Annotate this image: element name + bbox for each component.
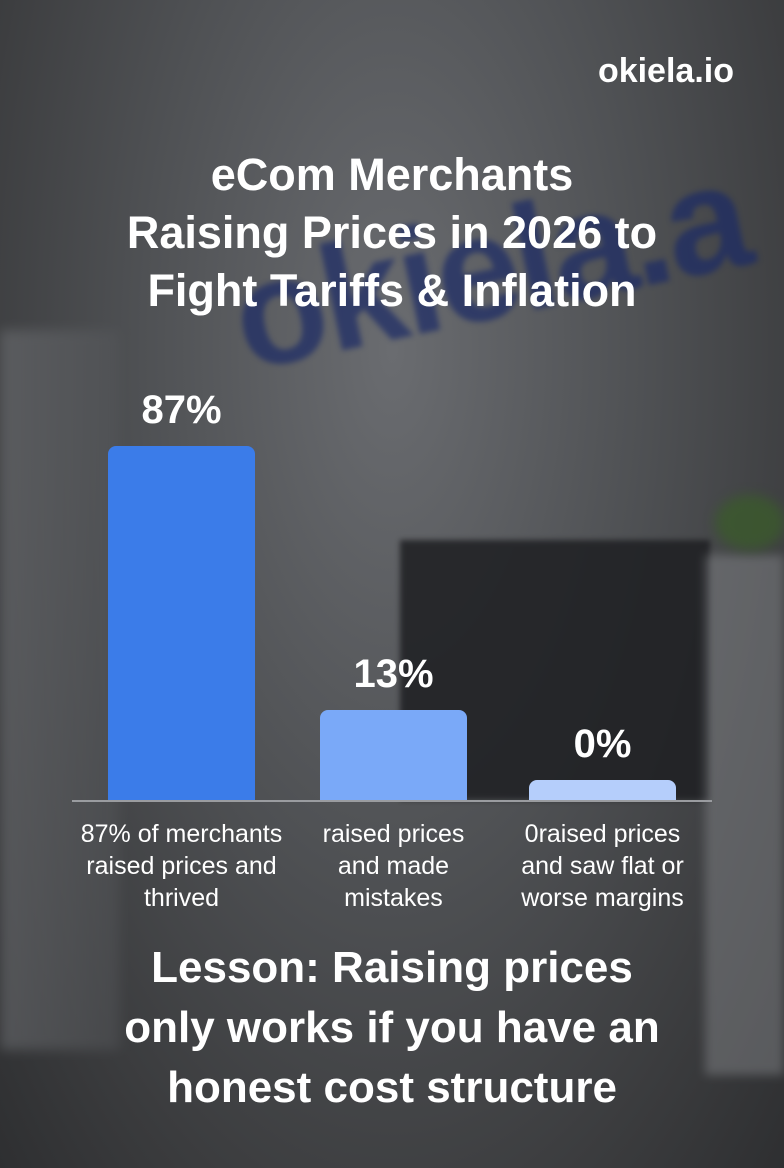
bar-2 bbox=[320, 710, 467, 800]
lesson-line: Lesson: Raising prices bbox=[151, 943, 633, 992]
data-label-2: 13% bbox=[353, 652, 434, 696]
lesson-text: Lesson: Raising prices only works if you… bbox=[0, 938, 784, 1118]
lesson-line: only works if you have an bbox=[124, 1003, 660, 1052]
lesson-line: honest cost structure bbox=[167, 1063, 617, 1112]
brand-name: okiela.io bbox=[597, 52, 734, 90]
data-label-3: 0% bbox=[573, 722, 632, 766]
bar-1 bbox=[108, 446, 255, 800]
bar-3 bbox=[529, 780, 676, 800]
data-label-1: 87% bbox=[141, 388, 222, 432]
title-line: eCom Merchants bbox=[210, 149, 574, 200]
category-label-2: raised prices and made mistakes bbox=[322, 820, 465, 912]
category-label-1: 87% of merchants raised prices and thriv… bbox=[80, 820, 283, 912]
title-line: Raising Prices in 2026 to bbox=[126, 207, 658, 258]
category-label-3: 0raised prices and saw flat or worse mar… bbox=[521, 820, 684, 912]
x-axis-baseline bbox=[72, 800, 712, 802]
title-line: Fight Tariffs & Inflation bbox=[147, 265, 637, 316]
chart-title: eCom Merchants Raising Prices in 2026 to… bbox=[0, 146, 784, 320]
